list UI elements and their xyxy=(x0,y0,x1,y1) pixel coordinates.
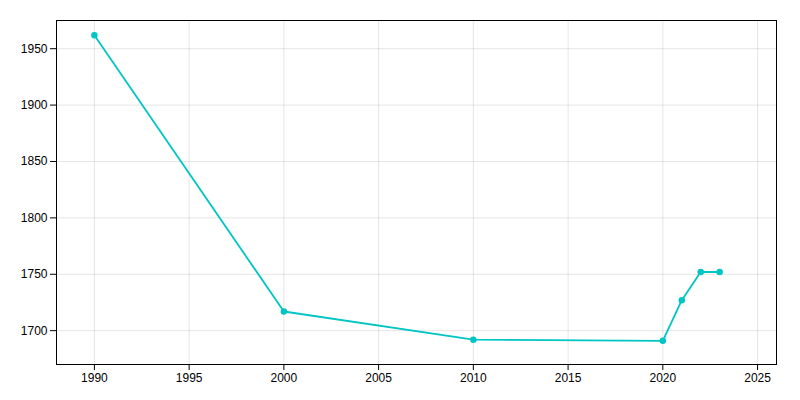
svg-text:2015: 2015 xyxy=(555,371,582,385)
svg-text:1850: 1850 xyxy=(21,154,48,168)
svg-text:1750: 1750 xyxy=(21,267,48,281)
svg-text:1700: 1700 xyxy=(21,324,48,338)
svg-text:2020: 2020 xyxy=(649,371,676,385)
svg-text:1800: 1800 xyxy=(21,211,48,225)
svg-text:2025: 2025 xyxy=(744,371,771,385)
svg-text:2000: 2000 xyxy=(271,371,298,385)
svg-text:2010: 2010 xyxy=(460,371,487,385)
svg-text:2005: 2005 xyxy=(365,371,392,385)
svg-text:1995: 1995 xyxy=(176,371,203,385)
svg-text:1950: 1950 xyxy=(21,42,48,56)
svg-text:1990: 1990 xyxy=(81,371,108,385)
svg-text:1900: 1900 xyxy=(21,98,48,112)
